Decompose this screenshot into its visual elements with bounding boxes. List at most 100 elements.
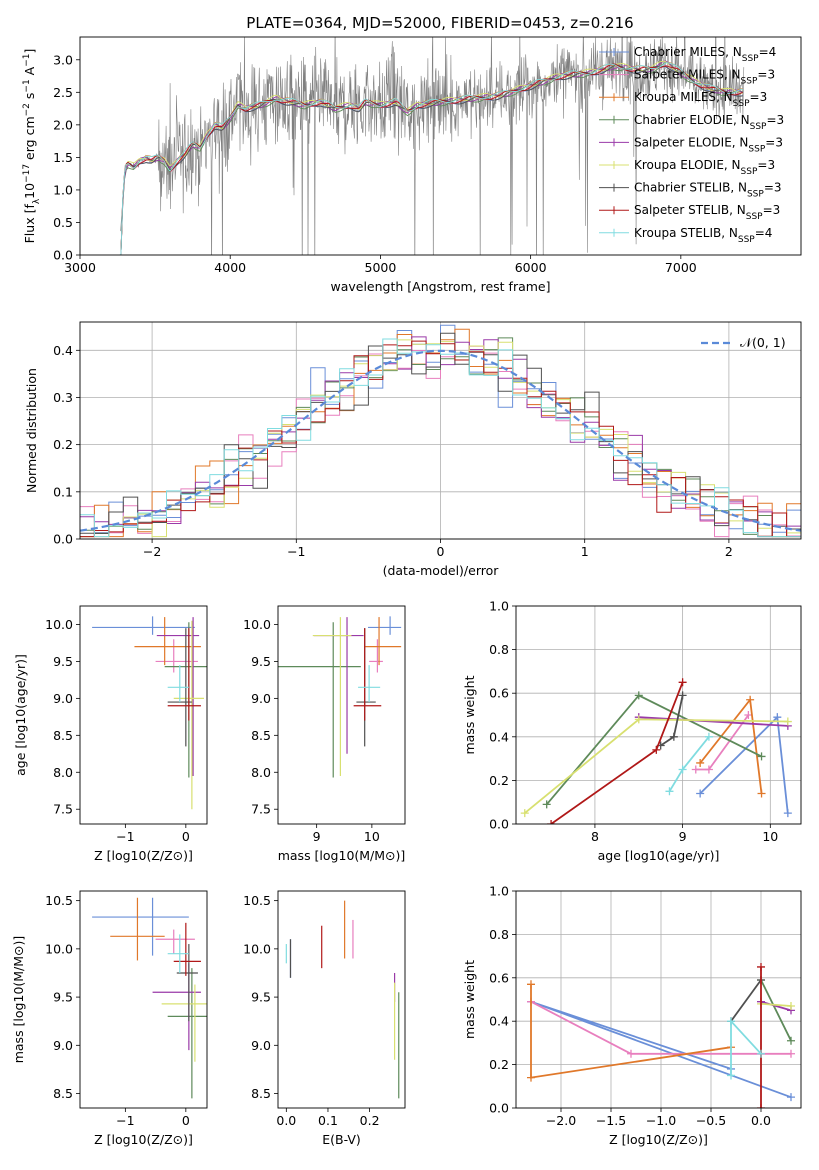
x-tick-label: 4000 xyxy=(214,260,246,275)
x-tick-label: −1.5 xyxy=(596,1113,626,1128)
axes-frame xyxy=(79,890,208,1109)
weight-marker xyxy=(678,678,687,687)
x-axis-label: (data-model)/error xyxy=(383,563,500,578)
x-axis-label: age [log10(age/yr)] xyxy=(598,848,720,863)
x-tick-label: 0.0 xyxy=(276,1113,296,1128)
x-tick-label: 7000 xyxy=(665,260,697,275)
grid xyxy=(516,890,801,1109)
plot-area xyxy=(527,962,795,1108)
weight-marker xyxy=(787,1093,795,1102)
x-tick-label: −2.0 xyxy=(546,1113,576,1128)
x-tick-label: 5000 xyxy=(365,260,397,275)
x-tick-label: 0.0 xyxy=(751,1113,771,1128)
x-axis-label: mass [log10(M/M⊙)] xyxy=(278,848,406,863)
weight-marker xyxy=(787,1036,795,1045)
weight-marker xyxy=(696,758,705,767)
weight-line xyxy=(760,1000,792,1012)
plot-area xyxy=(80,324,801,538)
weight-marker xyxy=(704,732,713,741)
plot-area xyxy=(285,900,400,1099)
weight-marker xyxy=(757,789,766,798)
y-tick-label: 1.0 xyxy=(489,599,509,614)
model-spectrum xyxy=(119,64,743,255)
y-tick-label: 2.5 xyxy=(53,85,73,100)
weight-marker xyxy=(773,713,782,722)
residual-histogram xyxy=(80,338,801,538)
x-tick-label: 0 xyxy=(182,829,190,844)
y-tick-label: 10.0 xyxy=(45,617,73,632)
plot-area xyxy=(520,678,792,824)
panel-mass-vs-ebv: 0.0 0.1 0.2 8.5 9.0 9.5 10.0 10.5 E(B-V) xyxy=(243,890,406,1147)
y-tick-label: 9.5 xyxy=(251,654,271,669)
legend-label: Kroupa MILES, NSSP=3 xyxy=(634,90,767,109)
y-tick-label: 9.5 xyxy=(53,990,73,1005)
y-axis-label: Flux [fλ10−17 erg cm−2 s−1 A−1] xyxy=(22,49,42,244)
x-tick-label: 0.2 xyxy=(360,1113,380,1128)
y-tick-label: 0.0 xyxy=(53,532,73,547)
weight-marker xyxy=(652,745,661,754)
x-tick-label: −1 xyxy=(116,1113,134,1128)
y-tick-label: 8.0 xyxy=(251,765,271,780)
y-tick-label: 8.0 xyxy=(53,765,73,780)
weight-marker xyxy=(634,715,643,724)
figure-title: PLATE=0364, MJD=52000, FIBERID=0453, z=0… xyxy=(246,14,633,32)
x-tick-label: 0 xyxy=(182,1113,190,1128)
axes-frame xyxy=(515,890,802,1109)
panel-age-vs-mass: 9 10 7.5 8.0 8.5 9.0 9.5 10.0 mass [log10(M/M⊙)] xyxy=(243,605,406,863)
panel-spectrum: 3000 4000 5000 6000 7000 0.0 0.5 1.0 1.5 2.0 2.5 3.… xyxy=(22,36,802,294)
axes-frame xyxy=(277,890,406,1109)
weight-marker xyxy=(757,962,765,971)
x-tick-label: −0.5 xyxy=(696,1113,726,1128)
plot-area xyxy=(92,616,207,810)
legend-label: Salpeter ELODIE, NSSP=3 xyxy=(634,135,783,154)
y-tick-label: 0.3 xyxy=(53,390,73,405)
weight-marker xyxy=(527,980,535,989)
weight-marker xyxy=(669,732,678,741)
normal-curve xyxy=(80,349,801,532)
y-tick-label: 10.0 xyxy=(45,941,73,956)
axes-frame xyxy=(515,605,802,825)
weight-line xyxy=(730,979,762,1022)
weight-line xyxy=(524,718,788,814)
y-tick-label: 8.5 xyxy=(251,728,271,743)
weight-line xyxy=(760,979,792,1042)
y-tick-label: 0.2 xyxy=(489,1057,509,1072)
weight-marker xyxy=(727,1017,735,1026)
x-tick-label: 9 xyxy=(679,829,687,844)
weight-marker xyxy=(547,820,556,824)
weight-marker xyxy=(757,752,766,761)
x-tick-label: −1 xyxy=(287,544,305,559)
y-tick-label: 0.4 xyxy=(53,343,73,358)
legend-label: Chabrier MILES, NSSP=4 xyxy=(634,45,776,64)
y-axis-label: age [log10(age/yr)] xyxy=(13,654,28,776)
y-tick-label: 8.5 xyxy=(251,1086,271,1101)
weight-marker xyxy=(527,1073,535,1082)
y-tick-label: 9.5 xyxy=(53,654,73,669)
weight-marker xyxy=(757,1049,765,1058)
weight-marker xyxy=(634,691,643,700)
plot-area xyxy=(278,616,402,778)
y-tick-label: 9.0 xyxy=(53,691,73,706)
y-tick-label: 0.0 xyxy=(489,1101,509,1116)
weight-marker xyxy=(783,809,792,818)
weight-marker xyxy=(783,717,792,726)
weight-line xyxy=(760,1002,792,1007)
x-tick-label: 2 xyxy=(725,544,733,559)
panel-age-vs-z: −1 0 7.5 8.0 8.5 9.0 9.5 10.0 Z [log10(Z/Z⊙)] age… xyxy=(13,605,208,863)
y-tick-label: 1.0 xyxy=(489,884,509,899)
plot-area xyxy=(119,37,745,255)
weight-marker xyxy=(678,765,687,774)
weight-line xyxy=(699,697,763,794)
plot-area xyxy=(92,897,207,1099)
x-tick-label: 0.1 xyxy=(318,1113,338,1128)
weight-marker xyxy=(678,691,687,700)
model-spectrum xyxy=(119,60,743,255)
weight-marker xyxy=(746,695,755,704)
y-tick-label: 0.4 xyxy=(489,729,509,744)
weight-marker xyxy=(744,711,753,719)
legend-label: 𝒩(0, 1) xyxy=(740,335,786,350)
y-tick-label: 10.0 xyxy=(243,941,271,956)
legend-label: Salpeter STELIB, NSSP=3 xyxy=(634,203,780,222)
weight-marker xyxy=(696,789,705,798)
